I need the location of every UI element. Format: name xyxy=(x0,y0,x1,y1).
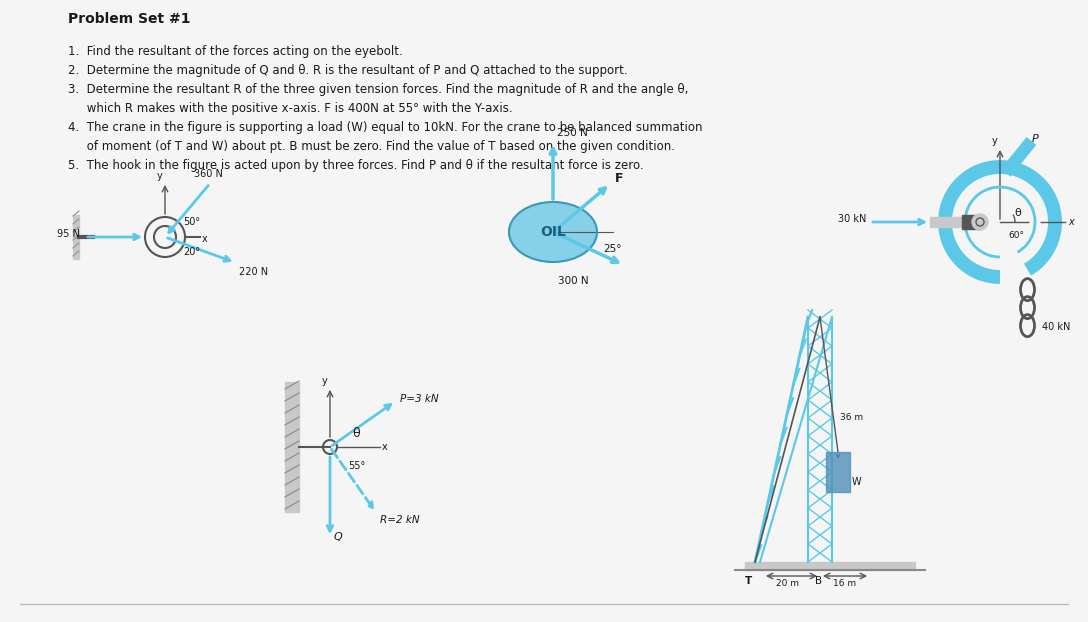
Text: which R makes with the positive x-axis. F is 400N at 55° with the Y-axis.: which R makes with the positive x-axis. … xyxy=(67,102,512,115)
Text: P=3 kN: P=3 kN xyxy=(399,394,438,404)
Text: 250 N: 250 N xyxy=(557,128,588,138)
Text: 4.  The crane in the figure is supporting a load (W) equal to 10kN. For the cran: 4. The crane in the figure is supporting… xyxy=(67,121,703,134)
Bar xyxy=(285,382,299,512)
Text: 30 kN: 30 kN xyxy=(838,214,866,224)
Text: OIL: OIL xyxy=(540,225,566,239)
Circle shape xyxy=(972,214,988,230)
Text: 50°: 50° xyxy=(183,217,200,227)
Text: R=2 kN: R=2 kN xyxy=(380,514,420,524)
Text: θ: θ xyxy=(353,427,360,440)
Text: W: W xyxy=(852,477,862,487)
Text: x: x xyxy=(202,234,208,244)
Text: x: x xyxy=(1068,217,1074,227)
Text: 25°: 25° xyxy=(603,244,621,254)
Text: B: B xyxy=(815,576,823,586)
Text: 220 N: 220 N xyxy=(239,267,269,277)
Text: 55°: 55° xyxy=(348,461,366,471)
Text: x: x xyxy=(382,442,387,452)
Text: 20 m: 20 m xyxy=(776,579,799,588)
Bar xyxy=(930,217,962,227)
Bar xyxy=(826,452,850,492)
Text: y: y xyxy=(322,376,327,386)
Bar xyxy=(745,562,915,570)
Text: 16 m: 16 m xyxy=(833,579,856,588)
Text: 1.  Find the resultant of the forces acting on the eyebolt.: 1. Find the resultant of the forces acti… xyxy=(67,45,403,58)
Text: 36 m: 36 m xyxy=(840,413,863,422)
Text: F: F xyxy=(615,172,623,185)
Text: P: P xyxy=(1031,134,1038,144)
FancyArrowPatch shape xyxy=(837,454,840,458)
Text: of moment (of T and W) about pt. B must be zero. Find the value of T based on th: of moment (of T and W) about pt. B must … xyxy=(67,140,675,153)
Bar xyxy=(962,215,980,229)
Text: T: T xyxy=(745,576,752,586)
Text: 60°: 60° xyxy=(1007,231,1024,240)
Text: 300 N: 300 N xyxy=(558,276,589,286)
Text: 20°: 20° xyxy=(183,247,200,257)
Text: 95 N: 95 N xyxy=(58,229,81,239)
Bar xyxy=(73,215,79,259)
Text: 360 N: 360 N xyxy=(194,169,222,179)
Text: Q: Q xyxy=(334,532,343,542)
Text: 5.  The hook in the figure is acted upon by three forces. Find P and θ if the re: 5. The hook in the figure is acted upon … xyxy=(67,159,644,172)
Text: y: y xyxy=(992,136,998,146)
Ellipse shape xyxy=(509,202,597,262)
Text: 40 kN: 40 kN xyxy=(1042,322,1071,332)
Text: 3.  Determine the resultant R of the three given tension forces. Find the magnit: 3. Determine the resultant R of the thre… xyxy=(67,83,689,96)
Text: 2.  Determine the magnitude of Q and θ. R is the resultant of P and Q attached t: 2. Determine the magnitude of Q and θ. R… xyxy=(67,64,628,77)
Text: Problem Set #1: Problem Set #1 xyxy=(67,12,190,26)
Text: y: y xyxy=(157,171,163,181)
Text: θ: θ xyxy=(1014,208,1021,218)
